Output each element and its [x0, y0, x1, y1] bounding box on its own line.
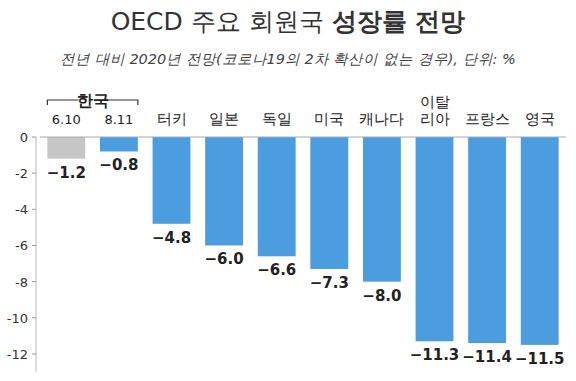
y-tick [32, 353, 36, 354]
bar [258, 137, 296, 256]
bar [310, 137, 348, 269]
y-axis [36, 137, 37, 372]
category-label: 미국 [314, 110, 344, 128]
y-tick [32, 137, 36, 138]
y-tick [32, 173, 36, 174]
baseline [40, 137, 566, 138]
category-label: 캐나다 [359, 110, 404, 128]
data-label: −8.0 [362, 287, 401, 305]
data-label: −11.4 [462, 348, 512, 366]
y-tick-label: -12 [7, 347, 28, 362]
y-tick-label: -8 [15, 275, 28, 290]
y-tick-label: -6 [15, 238, 28, 253]
background [0, 0, 576, 381]
data-label: −0.8 [99, 156, 138, 174]
annotation: 한국 [77, 91, 109, 110]
data-label: −11.3 [410, 346, 460, 364]
bar [468, 137, 506, 343]
category-line: 이탈 [420, 93, 450, 111]
data-label: −6.6 [257, 261, 296, 279]
y-tick-label: -2 [15, 166, 28, 181]
bar [416, 137, 454, 341]
data-label: −6.0 [205, 250, 244, 268]
bar [363, 137, 401, 282]
category-label: 6.10 [52, 112, 81, 127]
y-tick-label: -10 [7, 311, 28, 326]
data-label: −11.5 [515, 350, 565, 368]
y-tick [32, 317, 36, 318]
chart: OECD 주요 회원국 성장률 전망전년 대비 2020년 전망(코로나19의 … [0, 0, 576, 381]
bar [100, 137, 138, 151]
category-label: 이탈리아 [420, 93, 450, 128]
title-part: OECD 주요 회원국 [111, 7, 332, 36]
category-label: 터키 [157, 110, 187, 128]
category-label: 일본 [209, 110, 239, 128]
category-label: 독일 [262, 110, 292, 128]
y-tick [32, 281, 36, 282]
title: OECD 주요 회원국 성장률 전망 [111, 7, 466, 36]
bar [47, 137, 85, 159]
category-line: 리아 [420, 110, 450, 128]
y-tick [32, 245, 36, 246]
category-label: 영국 [525, 110, 555, 128]
bar [521, 137, 559, 345]
y-tick-label: 0 [20, 130, 28, 145]
subtitle: 전년 대비 2020년 전망(코로나19의 2차 확산이 없는 경우), 단위:… [60, 51, 516, 67]
category-label: 8.11 [104, 112, 133, 127]
bars [47, 137, 558, 345]
data-label: −4.8 [152, 229, 191, 247]
y-tick [32, 209, 36, 210]
y-tick-label: -4 [15, 202, 28, 217]
category-label: 프랑스 [465, 110, 510, 128]
bar [153, 137, 191, 224]
title-part: 성장률 전망 [332, 7, 466, 36]
data-label: −1.2 [47, 164, 86, 182]
data-label: −7.3 [310, 274, 349, 292]
bar [205, 137, 243, 245]
